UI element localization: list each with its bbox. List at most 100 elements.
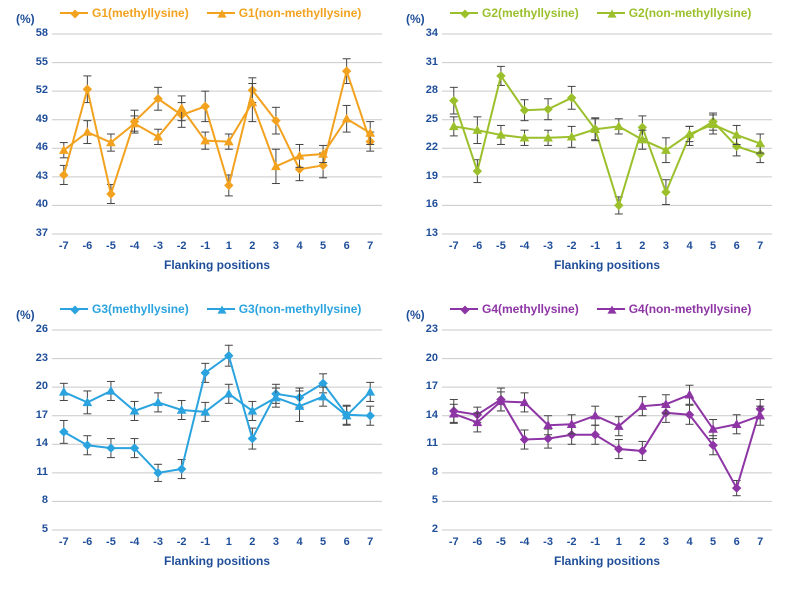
legend: G2(methyllysine) G2(non-methyllysine): [450, 6, 751, 20]
x-tick-label: -2: [562, 240, 582, 252]
x-tick-label: -1: [195, 240, 215, 252]
legend: G1(methyllysine) G1(non-methyllysine): [60, 6, 361, 20]
y-tick-label: 16: [426, 198, 438, 210]
x-tick-label: 4: [290, 240, 310, 252]
y-tick-label: 8: [432, 466, 438, 478]
x-tick-label: 4: [680, 536, 700, 548]
x-tick-label: 4: [290, 536, 310, 548]
x-tick-label: -2: [172, 240, 192, 252]
x-tick-label: 1: [219, 240, 239, 252]
x-tick-label: 3: [656, 536, 676, 548]
x-tick-label: 5: [313, 536, 333, 548]
y-axis-title: (%): [406, 12, 425, 26]
diamond-icon: [70, 9, 79, 18]
x-tick-label: 6: [727, 536, 747, 548]
y-tick-label: 14: [36, 437, 48, 449]
x-tick-label: -2: [172, 536, 192, 548]
x-tick-label: 6: [337, 240, 357, 252]
y-tick-label: 43: [36, 170, 48, 182]
diamond-icon: [70, 305, 79, 314]
y-tick-label: 11: [426, 437, 438, 449]
y-tick-label: 55: [36, 56, 48, 68]
x-tick-label: -4: [125, 240, 145, 252]
x-tick-label: 5: [313, 240, 333, 252]
legend-line-icon: [60, 12, 88, 14]
x-tick-label: -4: [515, 536, 535, 548]
legend-item: G3(methyllysine): [60, 302, 189, 316]
legend-label: G4(methyllysine): [482, 302, 579, 316]
y-tick-label: 25: [426, 113, 438, 125]
y-tick-label: 22: [426, 141, 438, 153]
y-tick-label: 13: [426, 227, 438, 239]
y-tick-label: 26: [36, 323, 48, 335]
y-tick-label: 14: [426, 409, 438, 421]
x-tick-label: -6: [77, 240, 97, 252]
x-tick-label: -2: [562, 536, 582, 548]
legend-item: G2(methyllysine): [450, 6, 579, 20]
x-tick-label: 7: [360, 240, 380, 252]
x-tick-label: -5: [101, 536, 121, 548]
x-tick-label: -3: [538, 240, 558, 252]
y-tick-label: 52: [36, 84, 48, 96]
y-axis-title: (%): [406, 308, 425, 322]
x-tick-label: 2: [632, 240, 652, 252]
legend-line-icon: [450, 12, 478, 14]
legend-label: G4(non-methyllysine): [629, 302, 752, 316]
x-tick-label: 7: [750, 536, 770, 548]
y-tick-label: 17: [426, 380, 438, 392]
legend-label: G3(non-methyllysine): [239, 302, 362, 316]
y-tick-label: 23: [36, 352, 48, 364]
x-tick-label: -6: [467, 536, 487, 548]
legend-label: G1(non-methyllysine): [239, 6, 362, 20]
x-tick-label: 2: [632, 536, 652, 548]
legend-label: G3(methyllysine): [92, 302, 189, 316]
legend-item: G4(methyllysine): [450, 302, 579, 316]
triangle-icon: [606, 305, 615, 314]
x-tick-label: -7: [444, 240, 464, 252]
legend: G3(methyllysine) G3(non-methyllysine): [60, 302, 361, 316]
x-tick-label: 1: [609, 536, 629, 548]
y-axis-title: (%): [16, 308, 35, 322]
x-tick-label: 7: [360, 536, 380, 548]
y-tick-label: 11: [36, 466, 48, 478]
legend-line-icon: [207, 12, 235, 14]
x-tick-label: -3: [148, 240, 168, 252]
x-tick-label: 7: [750, 240, 770, 252]
x-tick-label: -1: [195, 536, 215, 548]
y-tick-label: 28: [426, 84, 438, 96]
legend-item: G1(methyllysine): [60, 6, 189, 20]
x-tick-label: 5: [703, 536, 723, 548]
legend-label: G2(non-methyllysine): [629, 6, 752, 20]
x-tick-label: 3: [266, 536, 286, 548]
x-tick-label: 6: [337, 536, 357, 548]
legend-line-icon: [60, 308, 88, 310]
legend: G4(methyllysine) G4(non-methyllysine): [450, 302, 751, 316]
figure: 3740434649525558-7-6-5-4-3-2-11234567(%)…: [0, 0, 789, 589]
x-tick-label: 1: [219, 536, 239, 548]
y-tick-label: 5: [42, 523, 48, 535]
y-tick-label: 31: [426, 56, 438, 68]
y-tick-label: 8: [42, 494, 48, 506]
x-tick-label: -5: [101, 240, 121, 252]
x-tick-label: 1: [609, 240, 629, 252]
y-tick-label: 37: [36, 227, 48, 239]
x-tick-label: -6: [467, 240, 487, 252]
y-tick-label: 20: [426, 352, 438, 364]
y-tick-label: 17: [36, 409, 48, 421]
panel-G2: 1316192225283134-7-6-5-4-3-2-11234567(%)…: [400, 4, 780, 284]
x-tick-label: 5: [703, 240, 723, 252]
x-tick-label: -7: [444, 536, 464, 548]
x-tick-label: -1: [585, 536, 605, 548]
y-tick-label: 40: [36, 198, 48, 210]
legend-item: G1(non-methyllysine): [207, 6, 362, 20]
panel-G4: 2581114172023-7-6-5-4-3-2-11234567(%)Fla…: [400, 300, 780, 580]
x-tick-label: -7: [54, 536, 74, 548]
triangle-icon: [606, 9, 615, 18]
x-axis-title: Flanking positions: [52, 258, 382, 272]
diamond-icon: [460, 305, 469, 314]
x-tick-label: -7: [54, 240, 74, 252]
legend-label: G2(methyllysine): [482, 6, 579, 20]
panel-G1: 3740434649525558-7-6-5-4-3-2-11234567(%)…: [10, 4, 390, 284]
y-tick-label: 34: [426, 27, 438, 39]
x-tick-label: 3: [656, 240, 676, 252]
